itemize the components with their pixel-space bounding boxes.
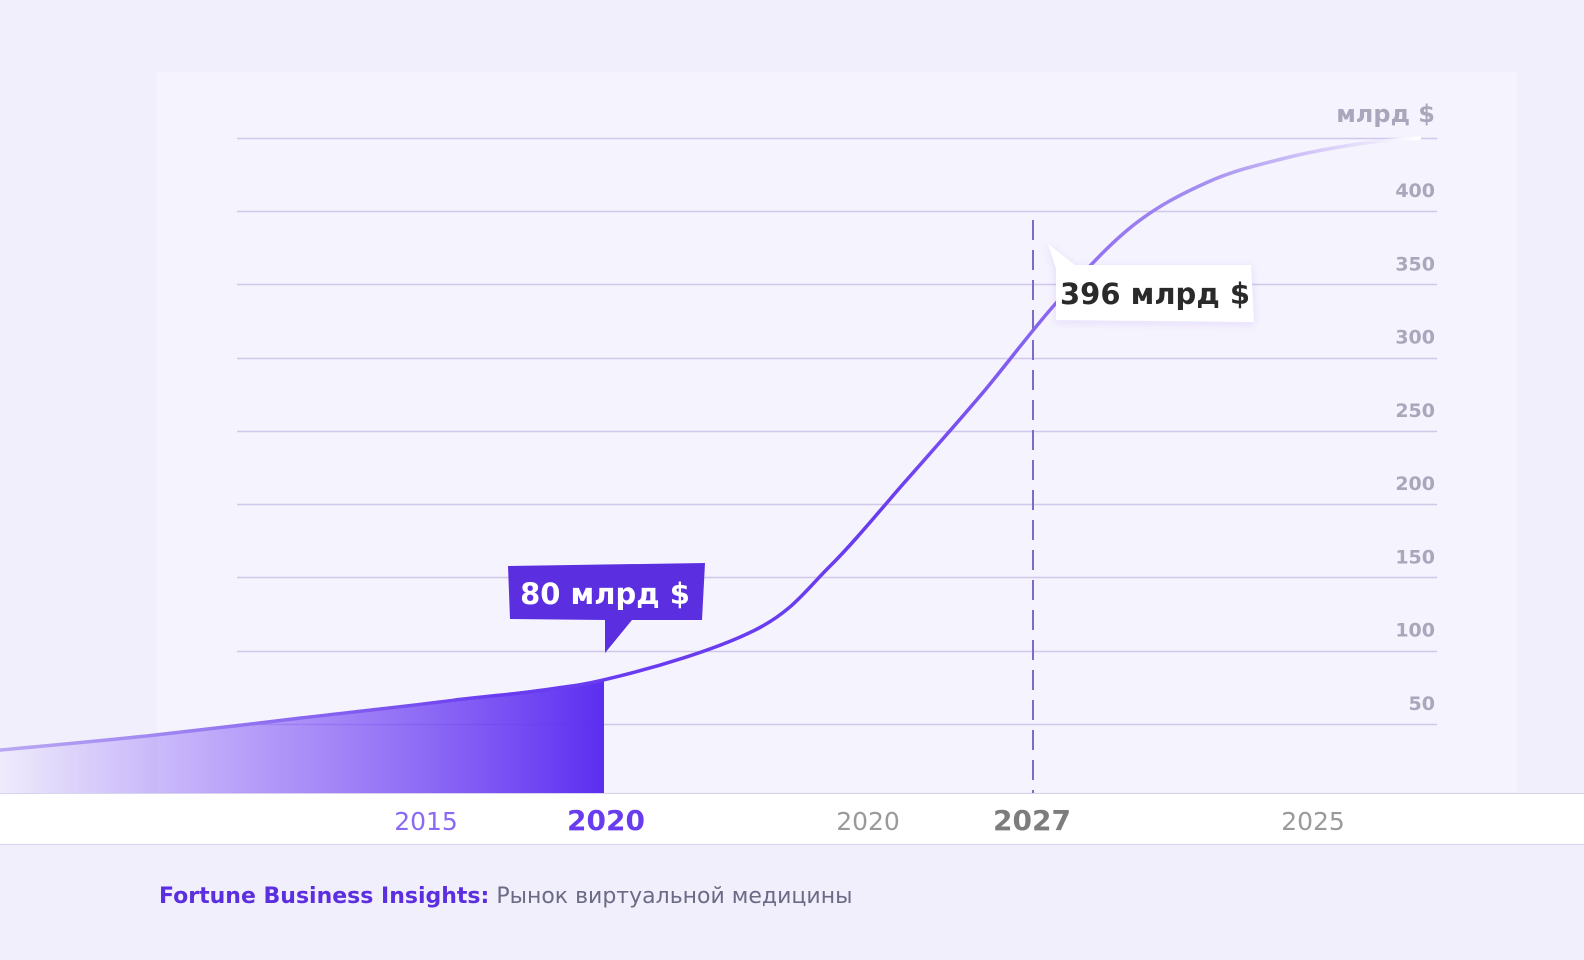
source-brand: Fortune Business Insights: — [159, 884, 490, 909]
y-axis-unit-label: млрд $ — [1336, 100, 1435, 128]
annotations: 80 млрд $ 396 млрд $ — [508, 244, 1254, 653]
shaded-area — [0, 679, 604, 793]
x-axis-labels: 2015 2020 2020 2027 2025 — [394, 804, 1345, 837]
y-tick-label: 100 — [1395, 620, 1435, 642]
source-text: Рынок виртуальной медицины — [489, 884, 853, 909]
callout-box — [1048, 244, 1254, 322]
x-axis-band — [0, 793, 1584, 845]
x-axis-label: 2015 — [394, 807, 458, 836]
x-axis-label: 2020 — [567, 804, 645, 837]
y-tick-label: 200 — [1395, 473, 1435, 495]
source-caption: Fortune Business Insights: Рынок виртуал… — [159, 884, 852, 909]
series-line — [0, 136, 1422, 752]
area-fill — [0, 679, 604, 793]
callout-label: 80 млрд $ — [520, 577, 690, 611]
annotation-callout-light: 396 млрд $ — [1048, 244, 1254, 322]
growth-curve — [0, 136, 1422, 752]
callout-box — [508, 563, 705, 653]
y-tick-label: 350 — [1395, 253, 1435, 275]
y-tick-label: 50 — [1409, 693, 1435, 715]
callout-label: 396 млрд $ — [1060, 277, 1250, 311]
y-axis: 50 100 150 200 250 300 350 400 — [1395, 180, 1435, 715]
x-axis-label: 2027 — [993, 804, 1071, 837]
y-tick-label: 400 — [1395, 180, 1435, 202]
y-tick-label: 150 — [1395, 546, 1435, 568]
y-tick-label: 250 — [1395, 400, 1435, 422]
annotation-callout-filled: 80 млрд $ — [508, 563, 705, 653]
y-tick-label: 300 — [1395, 327, 1435, 349]
x-axis-label: 2020 — [836, 807, 900, 836]
x-axis-label: 2025 — [1281, 807, 1345, 836]
